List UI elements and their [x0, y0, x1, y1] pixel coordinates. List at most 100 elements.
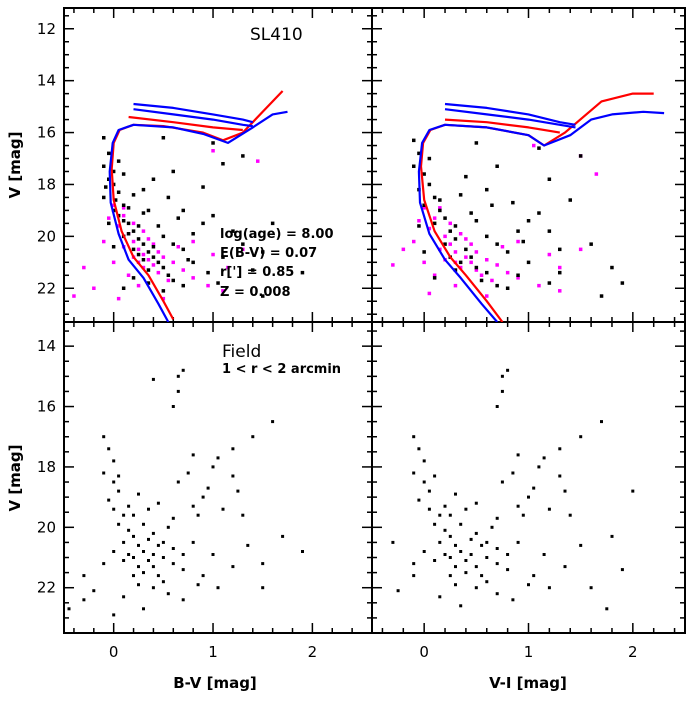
field-region-star-point: [448, 513, 452, 517]
field-region-star-point: [147, 537, 150, 541]
cluster-star-point: [417, 151, 421, 156]
field-region-star-point: [142, 550, 145, 553]
cluster-star-point: [131, 276, 136, 280]
field-region-star-point: [142, 571, 145, 575]
field-region-star-point: [181, 368, 185, 372]
field-star-point: [131, 239, 136, 244]
cluster-star-point: [438, 198, 442, 202]
field-region-star-point: [464, 559, 468, 562]
field-region-star-point: [156, 543, 160, 547]
field-region-star-point: [417, 447, 421, 451]
cluster-star-point: [156, 260, 161, 265]
field-star-point: [92, 286, 96, 290]
cluster-star-point: [474, 265, 479, 270]
field-star-point: [505, 270, 510, 275]
field-region-star-point: [161, 556, 165, 559]
cluster-star-point: [443, 242, 447, 246]
field-region-star-point: [156, 501, 160, 505]
cluster-star-point: [131, 247, 136, 252]
cluster-star-point: [516, 229, 520, 233]
cluster-star-point: [121, 172, 126, 176]
field-star-point: [82, 265, 86, 270]
cluster-star-point: [427, 156, 432, 161]
field-region-star-point: [474, 531, 478, 535]
cluster-star-point: [474, 141, 479, 145]
field-region-star-point: [137, 565, 140, 569]
cluster-star-point: [181, 208, 185, 213]
cluster-star-point: [251, 268, 255, 272]
field-star-point: [401, 247, 406, 252]
field-star-point: [448, 242, 452, 246]
field-region-star-point: [568, 513, 572, 517]
field-region-star-point: [485, 540, 489, 544]
annotation-reddening: E(B-V) = 0.07: [220, 246, 317, 261]
field-region-star-point: [495, 547, 499, 550]
cluster-star-point: [126, 221, 131, 226]
cluster-star-point: [261, 294, 265, 298]
field-region-star-point: [474, 501, 478, 505]
field-star-point: [474, 268, 479, 272]
cluster-star-point: [589, 242, 593, 246]
y-tick-label: 20: [37, 518, 56, 536]
cluster-star-point: [432, 276, 437, 280]
cluster-star-point: [136, 224, 141, 228]
cluster-star-point: [505, 250, 510, 254]
cluster-star-point: [216, 281, 220, 285]
y-axis-label-top: V [mag]: [6, 131, 24, 198]
field-star-point: [136, 283, 141, 288]
field-star-point: [121, 206, 126, 210]
cluster-star-point: [610, 265, 614, 270]
field-region-star-point: [516, 504, 520, 508]
field-region-star-point: [527, 583, 530, 587]
cluster-star-point: [151, 255, 156, 259]
field-region-star-point: [511, 598, 515, 602]
field-region-star-point: [151, 565, 155, 569]
field-star-point: [151, 263, 156, 267]
field-region-star-point: [206, 486, 210, 490]
field-star-point: [126, 273, 131, 277]
cluster-star-point: [191, 260, 195, 265]
field-region-star-point: [511, 471, 515, 475]
field-star-point: [516, 239, 520, 244]
field-region-star-point: [427, 489, 431, 493]
field-star-point: [458, 232, 463, 236]
cluster-star-point: [111, 169, 116, 174]
cluster-star-point: [490, 203, 494, 207]
field-region-star-point: [495, 592, 499, 596]
field-region-star-point: [542, 456, 546, 460]
field-region-star-point: [137, 583, 140, 587]
field-region-star-point: [102, 435, 106, 439]
isochrones: [108, 90, 665, 322]
field-region-star-point: [151, 553, 155, 556]
field-region-star-point: [246, 543, 250, 547]
field-region-star-point: [166, 525, 170, 529]
cluster-star-point: [485, 187, 489, 192]
cluster-star-point: [111, 245, 116, 249]
field-star-point: [558, 289, 562, 293]
cluster-star-point: [485, 234, 489, 239]
field-star-point: [151, 242, 156, 246]
chart-title: SL410: [250, 25, 303, 45]
field-region-star-point: [171, 547, 175, 550]
field-region-star-point: [480, 574, 484, 578]
field-star-point: [443, 234, 447, 239]
cluster-star-point: [102, 164, 106, 168]
field-region-star-point: [579, 435, 583, 439]
x-tick-label: 1: [524, 643, 534, 661]
field-region-star-point: [412, 562, 416, 566]
field-region-star-point: [485, 556, 489, 559]
field-label: Field: [222, 342, 261, 362]
cluster-star-point: [126, 232, 131, 236]
field-sublabel: 1 < r < 2 arcmin: [222, 362, 341, 377]
field-region-star-point: [147, 507, 150, 511]
field-star-point: [594, 172, 599, 176]
isochrone-red-branch: [128, 115, 243, 132]
field-star-point: [485, 294, 489, 298]
cluster-star-point: [161, 265, 166, 270]
field-region-star-point: [186, 471, 190, 475]
cluster-star-point: [558, 270, 562, 275]
cluster-star-point: [166, 273, 171, 277]
cluster-star-point: [464, 247, 468, 252]
